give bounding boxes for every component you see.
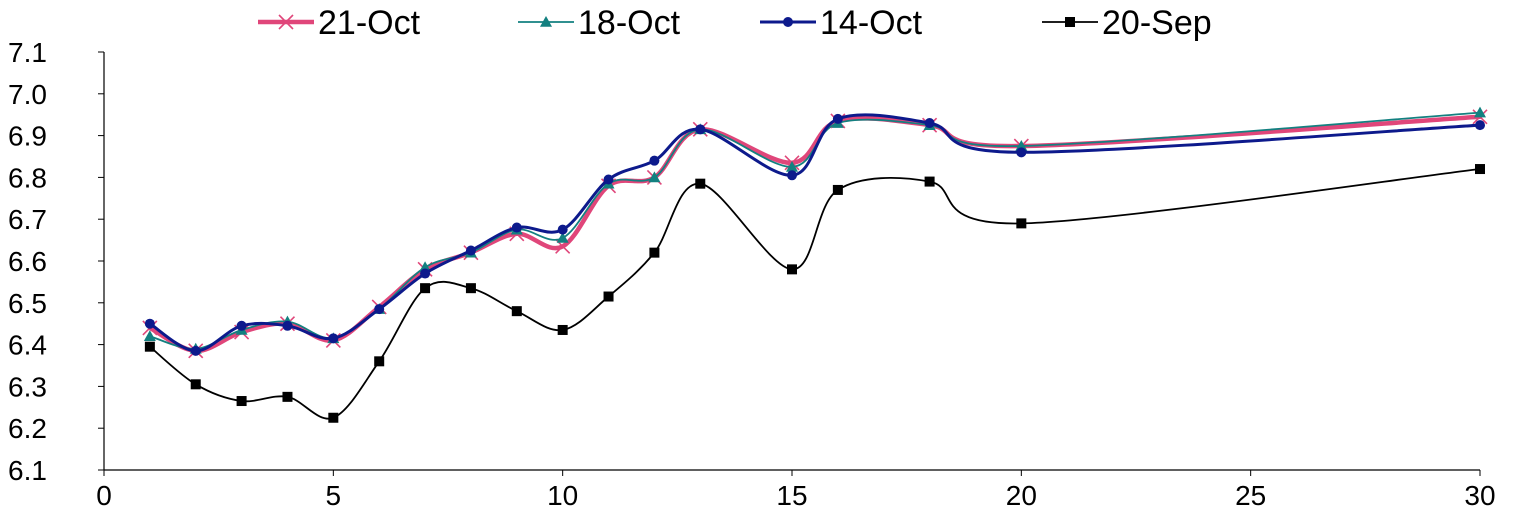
data-point — [143, 330, 156, 342]
data-point — [374, 304, 385, 315]
data-point — [1474, 106, 1486, 118]
data-point — [144, 341, 155, 352]
data-point — [649, 247, 660, 258]
data-point — [328, 333, 339, 344]
data-point — [1016, 218, 1027, 229]
data-point — [190, 379, 201, 390]
y-tick-label: 6.3 — [8, 371, 47, 402]
series-20-sep — [144, 164, 1485, 423]
data-point — [419, 261, 432, 273]
series-14-oct — [144, 113, 1485, 356]
data-point — [282, 391, 293, 402]
data-point — [511, 306, 522, 317]
y-tick-label: 6.8 — [8, 162, 47, 193]
data-point — [374, 356, 385, 367]
x-tick-label: 0 — [96, 480, 112, 510]
legend-label: 14-Oct — [820, 4, 923, 42]
data-point — [282, 320, 293, 331]
y-tick-label: 6.1 — [8, 455, 47, 486]
data-point — [695, 178, 706, 189]
legend-item-18-oct: 18-Oct — [518, 4, 681, 42]
data-point — [465, 283, 476, 294]
data-point — [603, 291, 614, 302]
legend-label: 21-Oct — [318, 4, 421, 42]
series-layer — [142, 106, 1488, 423]
legend-marker — [1065, 17, 1075, 27]
y-tick-label: 6.6 — [8, 246, 47, 277]
y-tick-label: 6.7 — [8, 204, 47, 235]
y-tick-label: 6.4 — [8, 330, 47, 361]
legend-item-21-oct: 21-Oct — [258, 4, 421, 42]
data-point — [787, 170, 797, 181]
y-tick-label: 6.9 — [8, 121, 47, 152]
legend-item-20-sep: 20-Sep — [1042, 4, 1212, 42]
y-tick-label: 7.0 — [8, 79, 47, 110]
data-point — [787, 264, 797, 275]
data-point — [511, 222, 522, 233]
data-point — [603, 174, 614, 185]
data-point — [236, 396, 247, 407]
legend-marker — [540, 16, 552, 27]
x-tick-label: 30 — [1464, 480, 1495, 510]
data-point — [649, 155, 660, 166]
data-point — [328, 412, 339, 423]
legend-label: 20-Sep — [1102, 4, 1212, 42]
x-tick-label: 20 — [1006, 480, 1037, 510]
data-point — [924, 176, 935, 187]
data-point — [648, 171, 661, 183]
axes — [98, 51, 1481, 476]
y-tick-label: 6.2 — [8, 413, 47, 444]
x-tick-label: 10 — [547, 480, 578, 510]
series-line — [149, 168, 1481, 420]
x-tick-label: 5 — [326, 480, 342, 510]
x-tick-label: 25 — [1235, 480, 1266, 510]
data-point — [1015, 140, 1028, 151]
data-point — [236, 320, 247, 331]
y-tick-label: 6.5 — [8, 288, 47, 319]
data-point — [1475, 120, 1485, 131]
data-point — [832, 184, 843, 195]
legend: 21-Oct 18-Oct 14-Oct 20-Sep — [258, 4, 1212, 42]
data-point — [1475, 164, 1485, 175]
legend-item-14-oct: 14-Oct — [760, 4, 923, 42]
data-point — [465, 245, 476, 256]
y-tick-label: 7.1 — [8, 37, 47, 68]
legend-marker — [278, 14, 294, 30]
data-point — [420, 283, 431, 294]
legend-label: 18-Oct — [578, 4, 681, 42]
data-point — [1016, 147, 1027, 158]
data-point — [557, 224, 568, 235]
data-point — [695, 124, 706, 135]
legend-marker — [783, 17, 793, 27]
data-point — [556, 232, 569, 243]
data-point — [832, 113, 843, 124]
data-point — [786, 160, 798, 172]
marker-stroke — [278, 14, 294, 30]
data-point — [144, 318, 155, 329]
data-point — [557, 324, 568, 335]
data-point — [420, 268, 431, 279]
data-point — [924, 118, 935, 129]
data-point — [190, 345, 201, 356]
tick-labels: 6.1 6.2 6.3 6.4 6.5 6.6 6.7 6.8 6.9 7.0 7.1 0 5 10 15 2… — [8, 37, 1496, 510]
series-line — [148, 113, 1482, 353]
x-tick-label: 15 — [776, 480, 807, 510]
